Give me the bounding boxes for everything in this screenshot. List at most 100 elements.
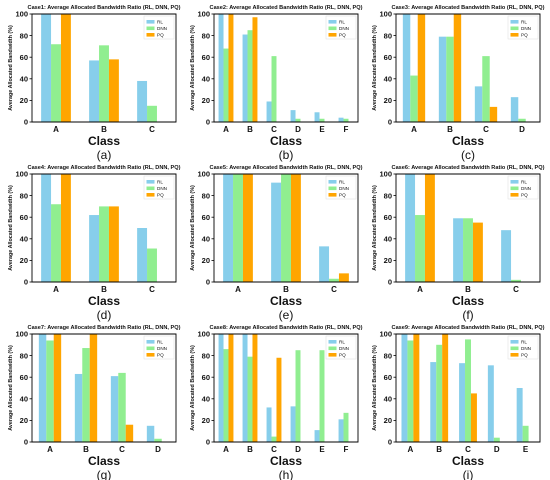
x-tick-label: C	[513, 285, 519, 294]
bar-pq-b	[252, 17, 258, 123]
bar-dnn-d	[295, 118, 301, 122]
x-tick-label: C	[119, 445, 125, 454]
y-tick-label: 100	[197, 170, 210, 179]
y-tick-label: 0	[24, 278, 28, 287]
bar-dnn-e	[522, 425, 529, 442]
y-tick-label: 80	[384, 31, 392, 40]
y-axis-label: Average Allocated Bandwidth (%)	[8, 345, 14, 431]
legend-swatch-rl	[510, 340, 519, 344]
legend-label: RL	[339, 19, 345, 24]
subfigure-caption: (e)	[279, 308, 294, 322]
bar-dnn-d	[493, 437, 500, 442]
y-tick-label: 40	[384, 235, 392, 244]
subfigure-caption: (h)	[279, 468, 294, 480]
legend-label: DNN	[339, 346, 349, 351]
bar-rl-f	[338, 117, 344, 122]
y-tick-label: 20	[20, 416, 28, 425]
bar-dnn-a	[410, 75, 418, 122]
bar-rl-e	[314, 430, 320, 442]
legend-label: DNN	[157, 26, 167, 31]
y-tick-label: 100	[197, 330, 210, 339]
bar-rl-a	[402, 14, 411, 122]
y-tick-label: 0	[206, 118, 210, 127]
y-tick-label: 20	[20, 256, 28, 265]
x-tick-label: B	[465, 285, 471, 294]
y-tick-label: 100	[379, 170, 392, 179]
bar-rl-a	[401, 334, 408, 442]
legend-swatch-rl	[328, 20, 337, 24]
y-tick-label: 0	[388, 438, 392, 447]
x-tick-label: E	[319, 445, 325, 454]
bar-pq-a	[60, 14, 71, 122]
x-tick-label: D	[519, 125, 525, 134]
axes-frame	[395, 13, 541, 123]
bar-pq-a	[424, 174, 435, 282]
bar-dnn-c	[271, 436, 277, 442]
y-tick-label: 60	[384, 53, 392, 62]
legend-label: RL	[521, 19, 527, 24]
chart-svg: Case6: Average Allocated Bandwidth Ratio…	[372, 165, 545, 322]
chart-svg: Case7: Average Allocated Bandwidth Ratio…	[8, 325, 181, 480]
bar-dnn-a	[223, 48, 229, 123]
bar-dnn-a	[51, 44, 61, 122]
chart-title: Case3: Average Allocated Bandwidth Ratio…	[392, 5, 545, 11]
y-axis-label: Average Allocated Bandwidth (%)	[190, 345, 196, 431]
legend-label: DNN	[521, 26, 531, 31]
chart-panel-1: Case1: Average Allocated Bandwidth Ratio…	[4, 2, 184, 162]
bar-dnn-b	[99, 206, 109, 282]
axes-frame	[213, 173, 359, 283]
bar-dnn-c	[465, 339, 471, 442]
y-tick-label: 0	[388, 278, 392, 287]
legend-swatch-dnn	[146, 186, 155, 191]
chart-panel-4: Case4: Average Allocated Bandwidth Ratio…	[4, 162, 184, 322]
bar-pq-a	[228, 14, 234, 122]
legend-label: PQ	[157, 32, 164, 37]
legend-label: RL	[521, 339, 527, 344]
bar-rl-c	[110, 376, 119, 442]
x-tick-label: C	[331, 285, 337, 294]
x-tick-label: D	[155, 445, 161, 454]
subfigure-caption: (d)	[97, 308, 112, 322]
chart-title: Case9: Average Allocated Bandwidth Ratio…	[392, 325, 545, 331]
bar-dnn-c	[511, 279, 521, 282]
bar-dnn-c	[147, 248, 157, 282]
chart-panel-5: Case5: Average Allocated Bandwidth Ratio…	[186, 162, 366, 322]
y-axis-label: Average Allocated Bandwidth (%)	[372, 345, 378, 431]
y-tick-label: 60	[384, 213, 392, 222]
bar-dnn-f	[343, 118, 349, 122]
chart-svg: Case3: Average Allocated Bandwidth Ratio…	[372, 5, 545, 162]
bar-pq-a	[228, 334, 234, 442]
axes-frame	[213, 13, 359, 123]
legend-label: PQ	[521, 352, 528, 357]
x-tick-label: A	[408, 445, 414, 454]
bar-rl-b	[453, 218, 464, 282]
y-tick-label: 0	[24, 438, 28, 447]
legend-label: RL	[521, 179, 527, 184]
y-axis-label: Average Allocated Bandwidth (%)	[8, 25, 14, 111]
bar-dnn-a	[46, 340, 54, 442]
bar-dnn-b	[436, 344, 443, 442]
legend-swatch-pq	[328, 33, 337, 37]
legend-swatch-pq	[146, 193, 155, 197]
bar-pq-a	[417, 14, 426, 122]
legend-swatch-pq	[510, 353, 519, 357]
bar-dnn-c	[118, 372, 126, 442]
chart-panel-9: Case9: Average Allocated Bandwidth Ratio…	[368, 322, 548, 480]
bar-pq-b	[108, 59, 119, 122]
bar-dnn-a	[223, 349, 229, 442]
x-tick-label: B	[101, 125, 107, 134]
legend-label: RL	[339, 179, 345, 184]
subfigure-caption: (g)	[97, 468, 112, 480]
axes-frame	[31, 333, 177, 443]
y-tick-label: 20	[202, 96, 210, 105]
x-axis-label: Class	[270, 134, 302, 148]
y-tick-label: 40	[20, 75, 28, 84]
legend-swatch-pq	[328, 193, 337, 197]
x-tick-label: C	[271, 125, 277, 134]
x-axis-label: Class	[88, 294, 120, 308]
legend-label: DNN	[339, 26, 349, 31]
bar-dnn-e	[319, 118, 325, 122]
bar-rl-b	[242, 34, 248, 122]
